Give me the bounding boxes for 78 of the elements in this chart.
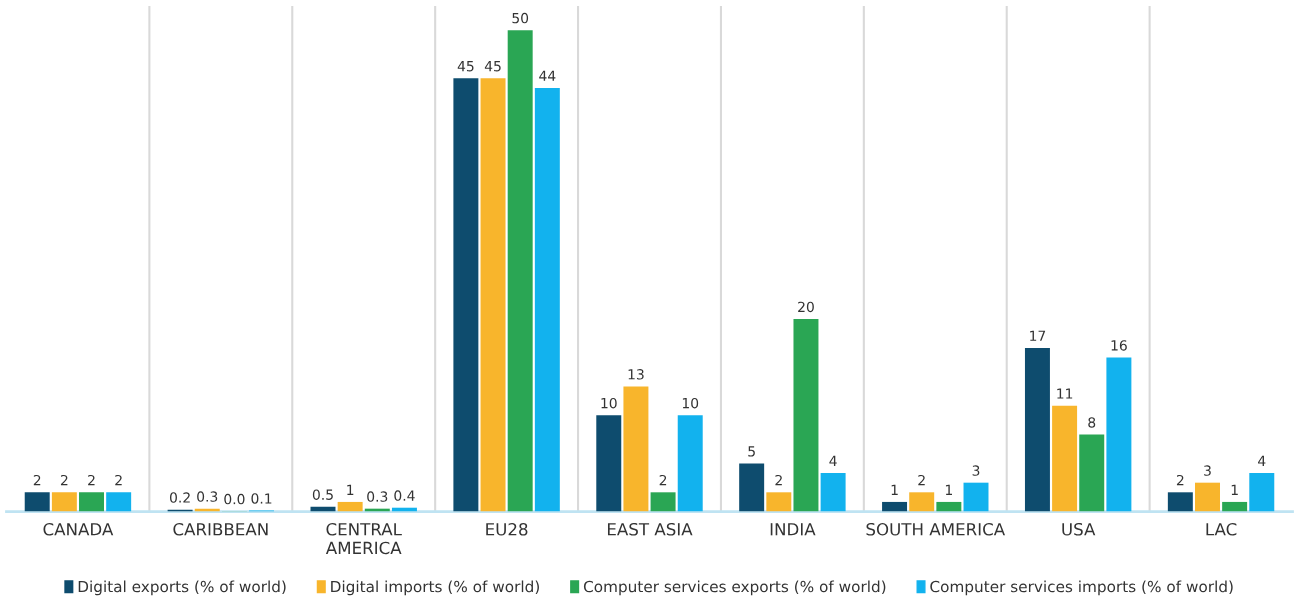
bar [1079, 434, 1105, 512]
data-label: 3 [1204, 465, 1211, 476]
x-tick-label: INDIA [770, 523, 816, 536]
data-label: 0.0 [224, 493, 245, 505]
data-label: 0.3 [197, 491, 218, 502]
bar [24, 492, 50, 512]
x-tick-label: LAC [1206, 522, 1237, 536]
bar [79, 492, 104, 512]
data-label: 4 [1258, 455, 1266, 466]
bar [453, 78, 479, 512]
bar [106, 492, 132, 512]
data-label: 10 [601, 397, 617, 409]
data-label: 1 [945, 484, 952, 495]
data-label: 3 [972, 465, 980, 476]
data-label: 16 [1111, 340, 1127, 351]
x-tick-label: CANADA [43, 522, 114, 536]
bar [963, 482, 989, 512]
bar [1167, 492, 1193, 512]
data-label: 1 [891, 484, 898, 495]
bar [1222, 501, 1248, 512]
data-label: 4 [829, 455, 837, 466]
data-label: 0.1 [251, 493, 272, 504]
data-label: 10 [682, 397, 699, 409]
bar [793, 319, 819, 512]
data-label: 2 [115, 474, 122, 486]
data-label: 5 [748, 446, 755, 457]
bar [936, 501, 962, 512]
x-tick-label: SOUTH AMERICA [866, 522, 1006, 536]
data-label: 45 [484, 61, 501, 72]
bar [739, 463, 765, 512]
data-label: 17 [1030, 330, 1046, 341]
bar [480, 78, 506, 512]
data-label: 2 [1176, 474, 1184, 486]
bar [51, 492, 77, 512]
data-label: 0.5 [312, 489, 333, 500]
x-tick-label: USA [1062, 522, 1096, 536]
data-label: 2 [33, 474, 41, 486]
x-tick-label: EU28 [486, 522, 528, 536]
bar [596, 415, 622, 512]
x-tick-label: CENTRAL AMERICA [325, 522, 402, 555]
data-label: 1 [347, 484, 354, 495]
data-label: 2 [775, 474, 782, 486]
data-label: 11 [1057, 388, 1073, 399]
data-label: 50 [512, 12, 529, 24]
data-label: 2 [918, 474, 925, 486]
bar [909, 492, 935, 512]
data-label: 45 [457, 61, 474, 72]
bar [337, 501, 363, 512]
data-label: 1 [1231, 484, 1238, 495]
x-tick-label: EAST ASIA [607, 522, 693, 536]
data-label: 2 [88, 474, 95, 486]
bar [1249, 473, 1275, 512]
bar [766, 492, 792, 512]
bar [820, 473, 846, 512]
bar [534, 87, 560, 512]
data-label: 13 [628, 369, 644, 380]
legend-label: Digital imports (% of world) [331, 580, 539, 596]
bar [1024, 347, 1050, 512]
data-label: 0.2 [169, 492, 190, 503]
data-label: 20 [798, 301, 814, 313]
bar [1052, 405, 1078, 512]
bar [623, 386, 649, 512]
data-label: 0.4 [394, 490, 415, 501]
legend-label: Digital exports (% of world) [78, 580, 286, 596]
data-label: 2 [60, 474, 68, 486]
data-label: 8 [1088, 417, 1096, 428]
bar [507, 30, 533, 512]
bar [882, 501, 908, 512]
x-tick-label: CARIBBEAN [173, 522, 268, 536]
legend-label: Computer services imports (% of world) [930, 580, 1233, 596]
bar [677, 415, 703, 512]
data-label: 44 [539, 70, 556, 81]
data-label: 0.3 [367, 491, 388, 502]
bar [650, 492, 676, 512]
legend-label: Computer services exports (% of world) [583, 580, 886, 596]
bar [1106, 357, 1132, 512]
data-label: 2 [659, 474, 667, 486]
bar [1195, 482, 1220, 512]
